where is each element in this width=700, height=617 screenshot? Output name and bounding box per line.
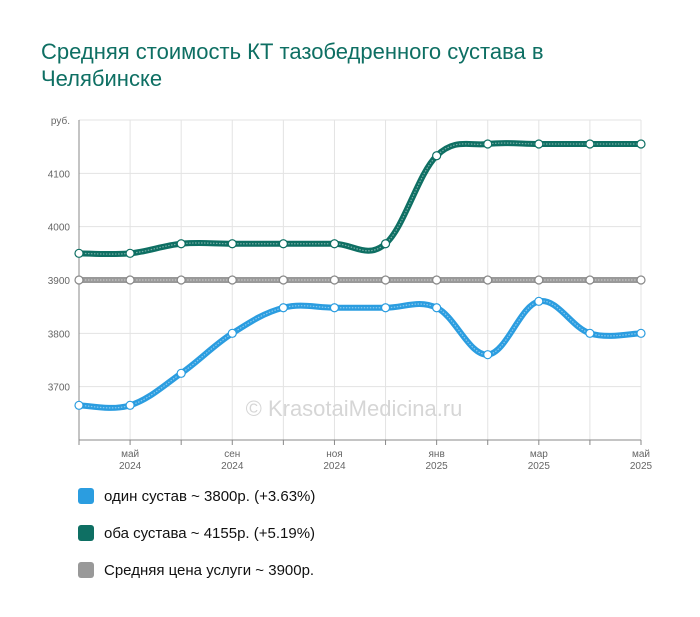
y-tick-label: 3800 (48, 329, 71, 340)
legend-item-both-joints[interactable]: оба сустава ~ 4155р. (+5.19%) (78, 523, 315, 543)
data-point (534, 296, 544, 306)
data-point (636, 275, 646, 285)
series (74, 139, 646, 411)
legend-label: один сустав ~ 3800р. (+3.63%) (104, 487, 316, 505)
data-point (74, 400, 84, 410)
legend-label: Средняя цена услуги ~ 3900р. (104, 561, 315, 579)
data-point (176, 275, 186, 285)
data-point (534, 275, 544, 285)
data-point (329, 239, 340, 249)
data-point (227, 275, 237, 285)
x-tick-label-year: 2025 (426, 461, 449, 472)
legend: один сустав ~ 3800р. (+3.63%) оба сустав… (78, 486, 315, 597)
data-point (585, 139, 595, 149)
y-tick-label: 4000 (48, 223, 71, 234)
legend-item-average-price[interactable]: Средняя цена услуги ~ 3900р. (78, 560, 315, 580)
series-line (76, 298, 644, 411)
data-point (636, 328, 646, 338)
x-tick-label-month: янв (429, 449, 445, 460)
data-point (432, 275, 442, 285)
y-tick-label: 3900 (48, 276, 71, 287)
data-point (329, 275, 340, 285)
legend-label: оба сустава ~ 4155р. (+5.19%) (104, 524, 316, 542)
data-point (380, 303, 391, 313)
axes: 37003800390040004100руб.май2024сен2024но… (48, 115, 653, 472)
data-point (585, 328, 595, 338)
legend-swatch (78, 562, 94, 578)
data-point (74, 248, 84, 258)
data-point (227, 328, 237, 338)
data-point (227, 239, 237, 249)
series-line-highlight (78, 142, 641, 255)
x-tick-label-month: май (121, 449, 139, 460)
data-point (278, 275, 288, 285)
x-tick-label-year: 2025 (630, 461, 653, 472)
data-point (534, 139, 544, 149)
y-tick-label: 4100 (48, 169, 71, 180)
data-point (432, 151, 442, 161)
legend-item-one-joint[interactable]: один сустав ~ 3800р. (+3.63%) (78, 486, 315, 506)
data-point (176, 368, 186, 378)
x-tick-label-year: 2024 (323, 461, 346, 472)
data-point (483, 275, 493, 285)
data-point (329, 303, 340, 313)
series-line (76, 140, 644, 258)
y-tick-label: 3700 (48, 383, 71, 394)
data-point (483, 139, 493, 149)
data-point (585, 275, 595, 285)
x-tick-label-month: сен (224, 449, 240, 460)
data-point (636, 139, 646, 149)
data-point (125, 400, 135, 410)
x-tick-label-year: 2024 (119, 461, 142, 472)
x-tick-label-year: 2024 (221, 461, 244, 472)
data-point (432, 303, 442, 313)
data-point (483, 350, 493, 360)
x-tick-label-year: 2025 (528, 461, 551, 472)
data-point (176, 239, 186, 249)
data-point (278, 303, 288, 313)
data-point (125, 275, 135, 285)
x-tick-label-month: ноя (326, 449, 343, 460)
data-point (380, 239, 391, 249)
data-point (380, 275, 391, 285)
x-tick-label-month: май (632, 449, 650, 460)
legend-swatch (78, 488, 94, 504)
data-point (125, 248, 135, 258)
chart-title: Средняя стоимость КТ тазобедренного суст… (41, 39, 544, 91)
data-point (74, 275, 84, 285)
legend-swatch (78, 525, 94, 541)
y-axis-unit-label: руб. (51, 115, 70, 127)
data-point (278, 239, 288, 249)
series-line-highlight (78, 300, 642, 409)
watermark-text: © KrasotaiMedicina.ru (246, 396, 463, 421)
x-tick-label-month: мар (530, 449, 548, 460)
